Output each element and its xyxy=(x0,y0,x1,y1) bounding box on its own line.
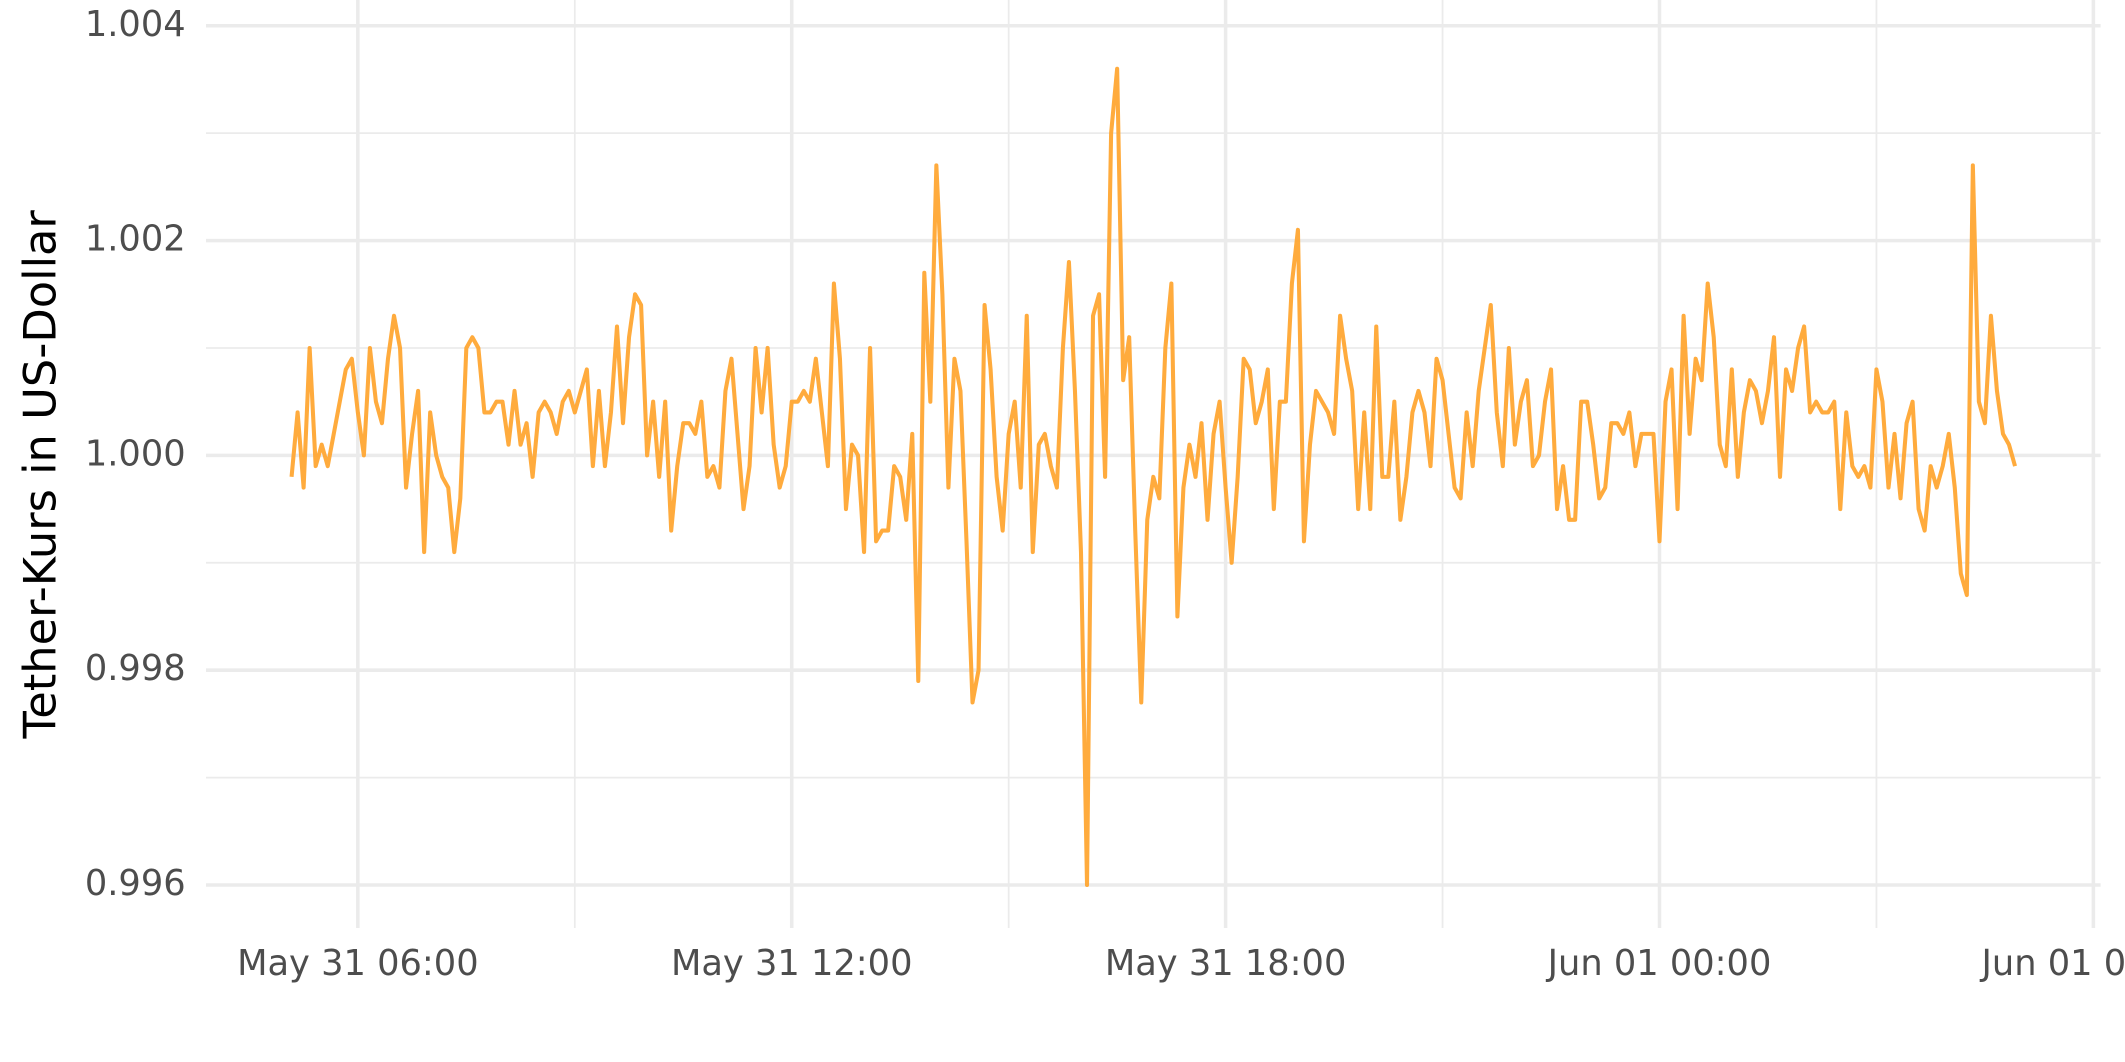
y-axis-title: Tether-Kurs in US-Dollar xyxy=(13,210,66,740)
x-tick-label: Jun 01 00:00 xyxy=(1546,943,1772,984)
plot-area xyxy=(289,66,2017,888)
x-tick-label: May 31 12:00 xyxy=(671,943,913,984)
y-tick-label: 0.996 xyxy=(85,863,186,904)
y-tick-label: 0.998 xyxy=(85,648,186,689)
grid xyxy=(205,0,2101,928)
y-tick-label: 1.000 xyxy=(85,433,186,474)
y-tick-label: 1.002 xyxy=(85,219,186,260)
x-tick-label: May 31 18:00 xyxy=(1105,943,1347,984)
y-tick-label: 1.004 xyxy=(85,4,186,45)
x-tick-label: Jun 01 06:00 xyxy=(1980,943,2125,984)
data-line xyxy=(289,66,2017,888)
x-tick-label: May 31 06:00 xyxy=(237,943,479,984)
